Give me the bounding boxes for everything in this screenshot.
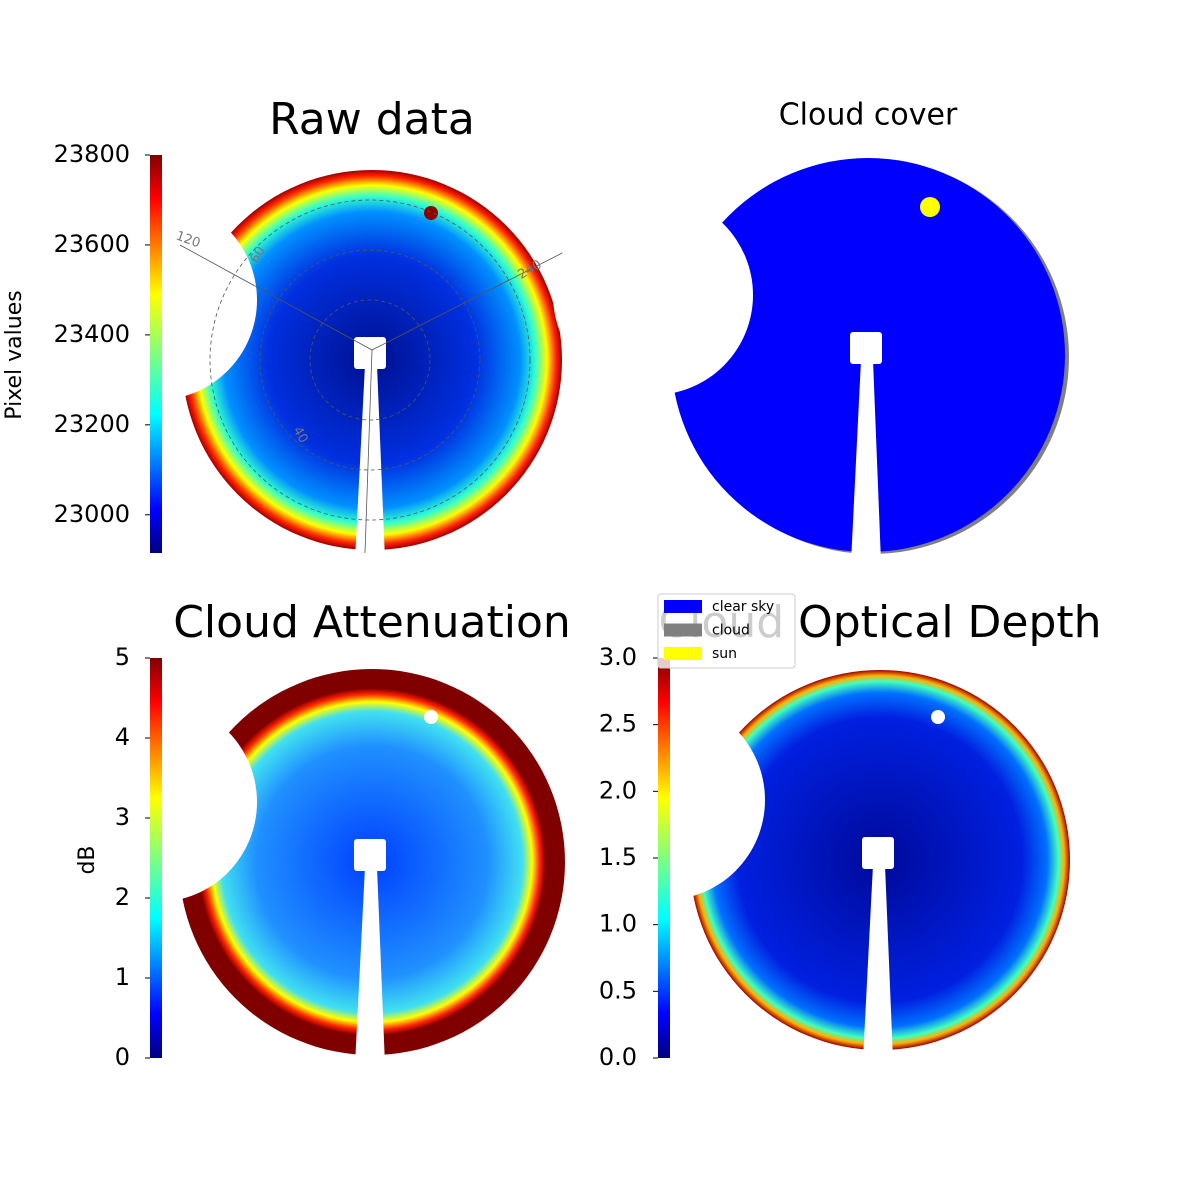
colorbar-tick-label: 1 bbox=[115, 963, 130, 991]
colorbar-tick-label: 1.5 bbox=[599, 843, 637, 871]
mast-head bbox=[354, 839, 386, 871]
panel-title: Raw data bbox=[269, 94, 475, 145]
colorbar-tick-label: 2 bbox=[115, 883, 130, 911]
colorbar-tick-label: 3.0 bbox=[599, 643, 637, 671]
panel: Cloud cover bbox=[553, 98, 1069, 562]
colorbar-tick-label: 23000 bbox=[54, 500, 130, 528]
legend-label: clear sky bbox=[712, 599, 774, 615]
legend-swatch bbox=[664, 647, 702, 660]
colorbar-tick-label: 2.0 bbox=[599, 776, 637, 804]
colorbar bbox=[150, 658, 162, 1058]
colorbar-tick-label: 23200 bbox=[54, 410, 130, 438]
polar-spoke bbox=[371, 247, 573, 351]
colorbar-label: Pixel values bbox=[2, 290, 27, 419]
colorbar-tick-label: 3 bbox=[115, 803, 130, 831]
sun-spot bbox=[424, 710, 438, 724]
mast-head bbox=[354, 337, 386, 369]
colorbar-tick-label: 4 bbox=[115, 723, 130, 751]
mast-mask bbox=[863, 865, 893, 1060]
polar-label: 40 bbox=[289, 424, 310, 446]
sun-spot bbox=[424, 206, 438, 220]
legend: clear sky cloud sun bbox=[657, 593, 796, 669]
polar-label: 60 bbox=[247, 244, 268, 266]
mast-mask bbox=[851, 360, 881, 562]
colorbar-tick-label: 2.5 bbox=[599, 710, 637, 738]
legend-swatch bbox=[664, 600, 702, 613]
colorbar-tick-label: 1.0 bbox=[599, 910, 637, 938]
mast-mask bbox=[355, 867, 385, 1065]
colorbar-tick-label: 23400 bbox=[54, 320, 130, 348]
mast-mask bbox=[355, 365, 385, 560]
legend-swatch bbox=[664, 623, 702, 637]
colorbar-tick-label: 0.5 bbox=[599, 976, 637, 1004]
legend-label: cloud bbox=[712, 623, 750, 639]
colorbar-tick-label: 23600 bbox=[54, 230, 130, 258]
panel-title: Cloud cover bbox=[779, 98, 958, 133]
panels: Raw data12060240402300023200234002360023… bbox=[2, 94, 1102, 1071]
sun-spot bbox=[931, 710, 945, 724]
panel-title: Cloud Attenuation bbox=[173, 597, 571, 648]
legend-label: sun bbox=[712, 646, 737, 662]
colorbar-tick-label: 23800 bbox=[54, 140, 130, 168]
polar-spoke bbox=[179, 244, 373, 351]
colorbar bbox=[658, 658, 670, 1058]
panel: Raw data12060240402300023200234002360023… bbox=[2, 94, 573, 560]
mast-head bbox=[850, 332, 882, 364]
colorbar-tick-label: 0.0 bbox=[599, 1043, 637, 1071]
colorbar bbox=[150, 155, 162, 553]
polar-ring bbox=[209, 199, 531, 521]
polar-ring bbox=[309, 299, 431, 421]
sun-spot bbox=[920, 197, 940, 217]
polar-spoke bbox=[364, 349, 373, 554]
colorbar-tick-label: 5 bbox=[115, 643, 130, 671]
colorbar-label: dB bbox=[75, 845, 100, 874]
horizon-mask bbox=[553, 195, 753, 395]
panel: Cloud Attenuation 0 1 2 3 4 5 dB bbox=[57, 597, 571, 1071]
polar-ring bbox=[259, 249, 481, 471]
mast-head bbox=[862, 837, 894, 869]
colorbar-tick-label: 0 bbox=[115, 1043, 130, 1071]
